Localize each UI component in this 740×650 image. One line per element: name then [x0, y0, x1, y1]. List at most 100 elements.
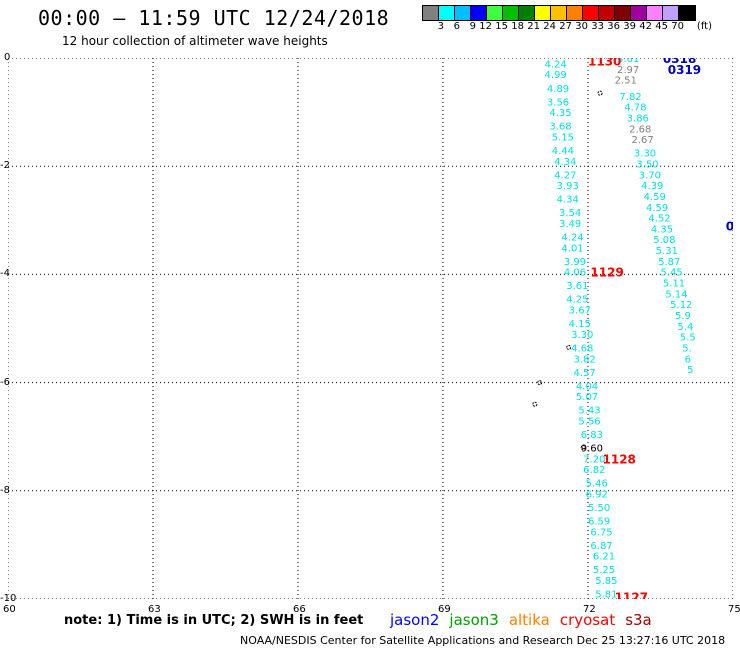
wave-height-value: 3.56 — [547, 97, 569, 108]
sensor-label: jason3 — [449, 611, 499, 629]
wave-height-value: 4.78 — [624, 103, 646, 114]
legend-swatch — [583, 6, 599, 20]
legend-swatch — [631, 6, 647, 20]
units-note: note: 1) Time is in UTC; 2) SWH is in fe… — [64, 613, 364, 628]
wave-height-value: 2.67 — [632, 135, 654, 146]
wave-height-value: 4.57 — [574, 368, 596, 379]
wave-height-value: 3.70 — [639, 170, 661, 181]
wave-height-value: 6.82 — [583, 465, 605, 476]
legend-label: 15 — [495, 21, 508, 32]
x-tick-label: 66 — [293, 604, 306, 615]
wave-height-value: 6.92 — [586, 490, 608, 501]
legend-label: 27 — [559, 21, 572, 32]
wave-height-value: 5.45 — [661, 268, 683, 279]
wave-height-value: 5.31 — [656, 246, 678, 257]
legend-label: 42 — [639, 21, 652, 32]
legend-swatch — [599, 6, 615, 20]
wave-height-value: 4.04 — [576, 381, 598, 392]
legend-label: 24 — [543, 21, 556, 32]
wave-height-value: 5 — [687, 365, 693, 376]
wave-height-value: 3.30 — [571, 330, 593, 341]
wave-height-value: 4.34 — [554, 157, 576, 168]
legend-label: 70 — [671, 21, 684, 32]
pass-time-label: 03 — [726, 220, 733, 234]
legend-swatch — [615, 6, 631, 20]
island-outline — [566, 344, 572, 350]
wave-height-value: 5.25 — [593, 565, 615, 576]
wave-height-value: 5.81 — [595, 590, 617, 599]
wave-height-value: 4.27 — [554, 170, 576, 181]
pass-time-label: 1129 — [590, 266, 623, 280]
wave-height-value: 4.06 — [564, 268, 586, 279]
page-title: 00:00 — 11:59 UTC 12/24/2018 — [38, 6, 390, 30]
color-legend — [422, 5, 696, 21]
y-tick-label: -4 — [0, 268, 10, 280]
wave-height-value: 4.34 — [557, 195, 579, 206]
wave-height-value: 3.99 — [564, 257, 586, 268]
wave-height-value: 2.68 — [629, 124, 651, 135]
page-subtitle: 12 hour collection of altimeter wave hei… — [62, 34, 328, 48]
pass-time-label: 1130 — [588, 58, 621, 69]
wave-height-value: 6.59 — [588, 517, 610, 528]
wave-height-value: 5.87 — [658, 257, 680, 268]
wave-height-value: 4.59 — [644, 192, 666, 203]
legend-label: 30 — [575, 21, 588, 32]
wave-height-value: 3.86 — [627, 114, 649, 125]
island-outline — [580, 445, 586, 451]
sensor-label: cryosat — [559, 611, 616, 629]
wave-height-value: 5.85 — [595, 576, 617, 587]
wave-height-value: 7.20 — [583, 454, 605, 465]
wave-height-value: 3.50 — [636, 159, 658, 170]
wave-height-value: 5.56 — [578, 416, 600, 427]
wave-height-value: 3.54 — [559, 208, 581, 219]
legend-label: 6 — [453, 21, 460, 32]
wave-height-value: 6.75 — [590, 527, 612, 538]
wave-height-value: 3.68 — [549, 122, 571, 133]
wave-height-value: 5.43 — [578, 406, 600, 417]
wave-height-value: 5.46 — [586, 479, 608, 490]
wave-height-value: 6.21 — [593, 552, 615, 563]
legend-label: 3 — [437, 21, 444, 32]
wave-height-value: 3.93 — [557, 181, 579, 192]
sensor-label: jason2 — [390, 611, 440, 629]
x-tick-label: 69 — [438, 604, 451, 615]
wave-height-value: 5.4 — [677, 322, 693, 333]
legend-label: 9 — [469, 21, 476, 32]
island-outline — [537, 380, 543, 386]
wave-height-value: 5.15 — [552, 132, 574, 143]
wave-height-value: 5.08 — [653, 235, 675, 246]
wave-height-value: 5.14 — [665, 289, 687, 300]
wave-height-value: 4.44 — [552, 146, 574, 157]
wave-height-value: 4.59 — [646, 203, 668, 214]
wave-height-value: 5.07 — [576, 392, 598, 403]
legend-label: 33 — [591, 21, 604, 32]
wave-height-value: 3.82 — [574, 354, 596, 365]
legend-label: 45 — [655, 21, 668, 32]
legend-label: 39 — [623, 21, 636, 32]
wave-height-value: 4.68 — [571, 343, 593, 354]
wave-height-value: 5.11 — [663, 279, 685, 290]
wave-height-value: 2.51 — [615, 76, 637, 87]
wave-height-value: 4.15 — [569, 319, 591, 330]
wave-height-value: 4.35 — [651, 224, 673, 235]
wave-height-value: 4.52 — [648, 214, 670, 225]
wave-height-value: 2.97 — [617, 65, 639, 76]
wave-height-value: 3.30 — [634, 149, 656, 160]
wave-height-value: 3.61 — [566, 281, 588, 292]
wave-height-value: 3.61 — [617, 58, 639, 65]
wave-height-value: 4.24 — [545, 59, 567, 70]
y-tick-label: -8 — [0, 484, 10, 496]
wave-height-value: 4.99 — [545, 70, 567, 81]
island-outline — [532, 401, 538, 407]
footer-credit: NOAA/NESDIS Center for Satellite Applica… — [240, 634, 726, 647]
wave-height-value: 5.50 — [588, 503, 610, 514]
legend-swatch — [647, 6, 663, 20]
wave-height-value: 3.67 — [569, 306, 591, 317]
pass-time-label: 0318 — [663, 58, 696, 66]
wave-height-value: 4.25 — [566, 295, 588, 306]
wave-height-value: 5.9 — [675, 311, 691, 322]
pass-time-label: 1128 — [603, 452, 636, 466]
wave-height-value: 5.12 — [670, 300, 692, 311]
wave-height-value: 5.5 — [680, 333, 696, 344]
pass-time-label: 1127 — [615, 590, 648, 599]
